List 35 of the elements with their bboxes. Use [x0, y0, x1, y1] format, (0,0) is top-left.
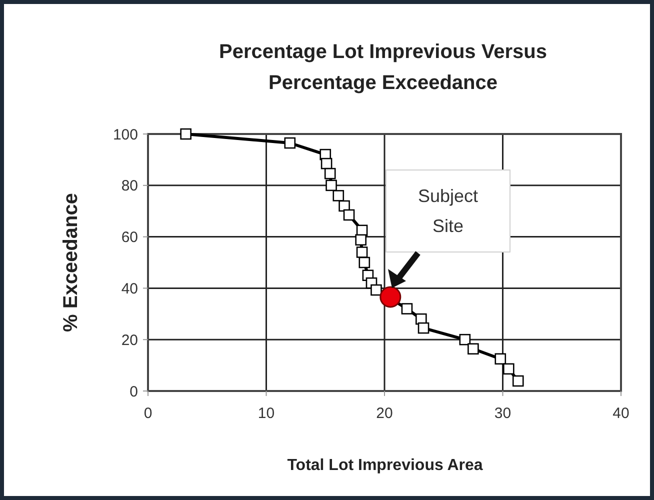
y-axis-title: % Exceedance: [60, 193, 82, 332]
y-tick-label: 60: [121, 229, 138, 246]
point: [468, 343, 479, 354]
x-tick-label: 0: [144, 405, 152, 422]
x-tick-label: 20: [376, 405, 393, 422]
point: [512, 375, 524, 387]
point: [358, 256, 370, 268]
y-tick-label: 80: [121, 178, 138, 195]
point: [380, 286, 402, 308]
y-tick-label: 40: [121, 280, 138, 298]
point: [332, 190, 344, 202]
point: [284, 137, 296, 149]
point: [356, 246, 368, 258]
point: [401, 303, 413, 314]
point: [324, 168, 336, 180]
point: [338, 200, 350, 212]
x-tick-label: 10: [258, 405, 275, 422]
annotation: Subject Site: [418, 186, 478, 236]
point: [320, 158, 332, 170]
point: [355, 234, 366, 246]
point: [494, 353, 506, 365]
x-tick-label: 30: [494, 405, 512, 422]
point: [180, 128, 192, 140]
point: [326, 180, 337, 192]
point: [418, 322, 430, 334]
chart-title: Percentage Lot Imprevious Versus Percentage Exceedance: [219, 41, 547, 94]
x-tick-label: 40: [612, 405, 630, 422]
y-tick-label: 0: [130, 383, 138, 400]
point: [503, 363, 514, 375]
point: [459, 334, 471, 346]
x-axis-title: Total Lot Imprevious Area: [287, 457, 483, 474]
y-tick-label: 20: [121, 332, 138, 349]
point: [343, 209, 355, 221]
point: [370, 284, 382, 296]
y-tick-label: 100: [112, 126, 138, 144]
